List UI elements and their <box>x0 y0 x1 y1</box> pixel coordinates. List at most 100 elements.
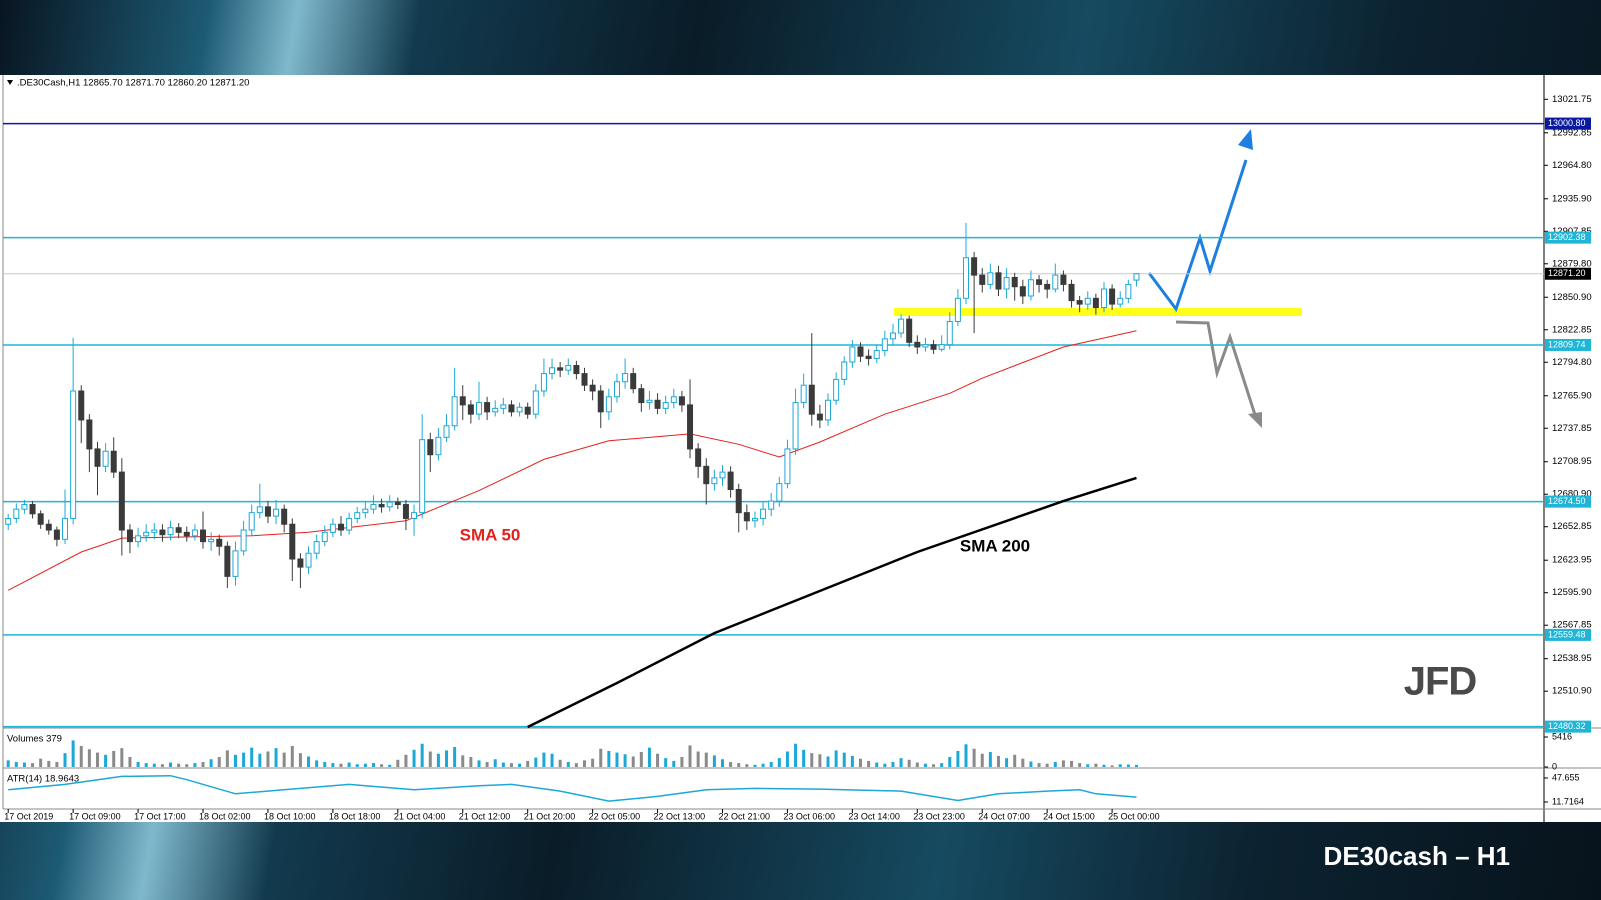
candle-body <box>687 404 694 450</box>
candle-body <box>930 344 937 350</box>
candle-body <box>549 367 556 375</box>
volume-bar <box>956 750 960 767</box>
y-tick-label: 12652.85 <box>1552 521 1592 532</box>
candle-body <box>175 527 182 533</box>
volume-bar <box>988 752 992 767</box>
candle-body <box>776 483 783 502</box>
candle-body <box>289 523 296 560</box>
volume-bar <box>907 759 911 767</box>
candle-body <box>646 399 653 404</box>
volume-bar <box>120 748 124 767</box>
x-tick-label: 24 Oct 15:00 <box>1043 811 1095 821</box>
volume-bar <box>371 763 375 767</box>
candle-body <box>800 384 807 404</box>
candle-body <box>273 508 280 517</box>
candle-body <box>873 349 880 360</box>
volume-bar <box>696 751 700 767</box>
candle-body <box>784 448 791 485</box>
volume-bar <box>315 760 319 767</box>
candle-body <box>1133 273 1140 281</box>
volume-bar <box>55 762 59 767</box>
volume-bar <box>1134 764 1138 767</box>
x-tick-label: 22 Oct 05:00 <box>589 811 641 821</box>
candle-body <box>70 390 77 519</box>
volume-bar <box>720 759 724 767</box>
candle-body <box>21 504 28 510</box>
volume-bar <box>185 764 189 767</box>
candle-body <box>337 523 344 531</box>
volume-bar <box>607 750 611 767</box>
x-tick-label: 18 Oct 10:00 <box>264 811 316 821</box>
volume-bar <box>980 753 984 767</box>
candle-body <box>443 425 450 438</box>
volume-bar <box>583 760 587 767</box>
candle-body <box>451 396 458 427</box>
x-tick-label: 22 Oct 13:00 <box>654 811 706 821</box>
candle-body <box>833 378 840 401</box>
level-label: 12674.50 <box>1548 496 1586 506</box>
candle-body <box>1100 288 1107 309</box>
volume-bar <box>1005 758 1009 767</box>
volume-bar <box>842 752 846 767</box>
volume-bar <box>266 751 270 767</box>
volume-bar <box>169 762 173 767</box>
volume-bar <box>274 748 278 767</box>
volume-bar <box>79 745 83 767</box>
volume-bar <box>22 762 26 767</box>
volume-bar <box>1021 758 1025 767</box>
volume-bar <box>972 748 976 767</box>
candle-body <box>94 448 101 467</box>
volume-bar <box>574 763 578 767</box>
candle-body <box>954 297 961 322</box>
candle-body <box>151 529 158 533</box>
y-tick-label: 12907.85 <box>1552 226 1592 237</box>
candle-body <box>240 529 247 552</box>
atr-line <box>8 774 1137 802</box>
x-tick-label: 23 Oct 06:00 <box>783 811 835 821</box>
candle-body <box>86 419 93 450</box>
candle-body <box>979 274 986 285</box>
level-label: 13000.80 <box>1548 118 1586 128</box>
volume-bar <box>518 763 522 767</box>
candle-body <box>792 402 799 450</box>
candle-body <box>45 523 52 531</box>
candle-body <box>435 436 442 456</box>
volume-bar <box>485 762 489 767</box>
volume-bar <box>104 754 108 767</box>
volume-bar <box>144 763 148 767</box>
volume-bar <box>339 763 343 767</box>
candle-body <box>305 552 312 568</box>
volume-bar <box>729 762 733 767</box>
volume-bar <box>875 762 879 767</box>
volume-bar <box>347 762 351 767</box>
bearish-projection <box>1175 320 1258 419</box>
volume-bar <box>209 759 213 767</box>
volume-bar <box>1094 763 1098 767</box>
volume-bar <box>761 763 765 767</box>
footer-title: DE30cash – H1 <box>1324 841 1510 871</box>
volume-bar <box>1102 764 1106 767</box>
candle-body <box>1068 283 1075 302</box>
y-tick-label: 12510.90 <box>1552 686 1592 697</box>
volume-bar <box>453 747 457 767</box>
chart-header: .DE30Cash,H1 12865.70 12871.70 12860.20 … <box>17 78 249 89</box>
candle-body <box>735 488 742 514</box>
x-tick-label: 17 Oct 17:00 <box>134 811 186 821</box>
x-tick-label: 21 Oct 12:00 <box>459 811 511 821</box>
volume-bar <box>1037 763 1041 767</box>
y-tick-label: 12850.90 <box>1552 292 1592 303</box>
candle-body <box>557 367 564 371</box>
volume-bar <box>152 763 156 767</box>
y-tick-label: 12935.90 <box>1552 193 1592 204</box>
level-label: 12480.32 <box>1548 721 1586 731</box>
candle-body <box>256 506 263 514</box>
volume-bar <box>745 764 749 767</box>
volume-bar <box>558 759 562 767</box>
candle-body <box>508 404 515 413</box>
volume-bar <box>477 760 481 767</box>
volume-bar <box>932 764 936 767</box>
candle-body <box>1036 279 1043 285</box>
volume-bar <box>1061 760 1065 767</box>
volume-bar <box>591 758 595 767</box>
candle-body <box>135 535 142 543</box>
